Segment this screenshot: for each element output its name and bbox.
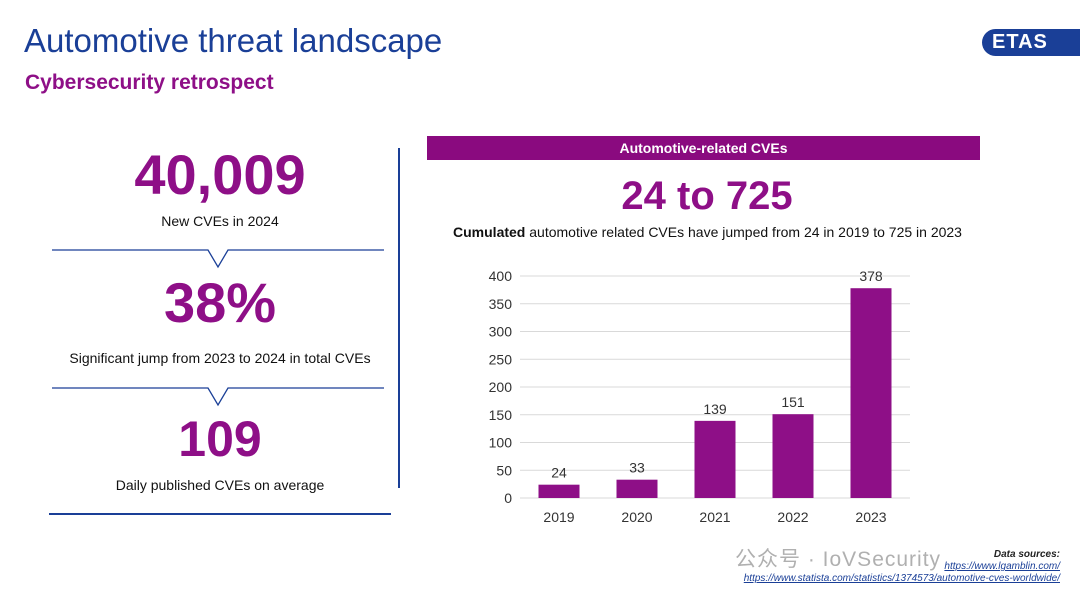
y-tick-label: 50 <box>496 462 512 478</box>
stat-caption-jump: Significant jump from 2023 to 2024 in to… <box>69 350 371 366</box>
y-tick-label: 250 <box>489 351 513 367</box>
y-tick-label: 400 <box>489 268 513 284</box>
bar-value-label: 139 <box>703 401 727 417</box>
stat-caption-daily: Daily published CVEs on average <box>115 477 325 493</box>
stat-value-new-cves: 40,009 <box>134 143 306 206</box>
sources-label: Data sources: <box>993 549 1060 560</box>
page-title: Automotive threat landscape <box>24 22 443 59</box>
source-link-2[interactable]: https://www.statista.com/statistics/1374… <box>743 573 1060 584</box>
x-tick-label: 2023 <box>855 509 886 525</box>
x-tick-label: 2022 <box>777 509 808 525</box>
watermark: 公众号 · IoVSecurity <box>735 548 942 571</box>
chart-headline: 24 to 725 <box>621 174 793 218</box>
bar <box>616 479 658 498</box>
bar <box>772 414 814 498</box>
description-rest: automotive related CVEs have jumped from… <box>525 224 962 240</box>
bar-value-label: 33 <box>629 460 645 476</box>
x-tick-label: 2020 <box>621 509 652 525</box>
stat-value-daily: 109 <box>178 411 262 467</box>
bar-chart: 0 50 100 150 200 250 300 350 400 24 2019 33 2020 139 2… <box>489 268 910 525</box>
y-tick-label: 200 <box>489 379 513 395</box>
source-link-1[interactable]: https://www.lgamblin.com/ <box>944 561 1060 572</box>
y-tick-label: 350 <box>489 296 513 312</box>
divider-chevron-2 <box>52 387 384 407</box>
y-tick-label: 300 <box>489 324 513 340</box>
page-subtitle: Cybersecurity retrospect <box>25 71 274 94</box>
chart-banner: Automotive-related CVEs <box>427 136 980 160</box>
etas-logo: ETAS <box>982 29 1080 56</box>
bar <box>694 420 736 498</box>
stat-value-jump: 38% <box>163 271 277 334</box>
y-tick-label: 100 <box>489 435 513 451</box>
x-tick-label: 2021 <box>699 509 730 525</box>
description-bold: Cumulated <box>453 224 526 240</box>
bar <box>538 484 580 498</box>
vertical-divider <box>398 148 400 488</box>
bottom-divider <box>49 513 391 515</box>
bar-value-label: 378 <box>859 268 883 284</box>
chart-description: Cumulated automotive related CVEs have j… <box>420 224 995 240</box>
bar-value-label: 151 <box>781 394 805 410</box>
divider-chevron-1 <box>52 249 384 269</box>
y-tick-label: 0 <box>504 490 512 506</box>
bar-value-label: 24 <box>551 465 567 481</box>
data-sources: Data sources: https://www.lgamblin.com/ … <box>744 549 1060 585</box>
bar <box>850 288 892 498</box>
y-tick-label: 150 <box>489 407 513 423</box>
x-tick-label: 2019 <box>543 509 574 525</box>
stat-caption-new-cves: New CVEs in 2024 <box>161 213 279 229</box>
